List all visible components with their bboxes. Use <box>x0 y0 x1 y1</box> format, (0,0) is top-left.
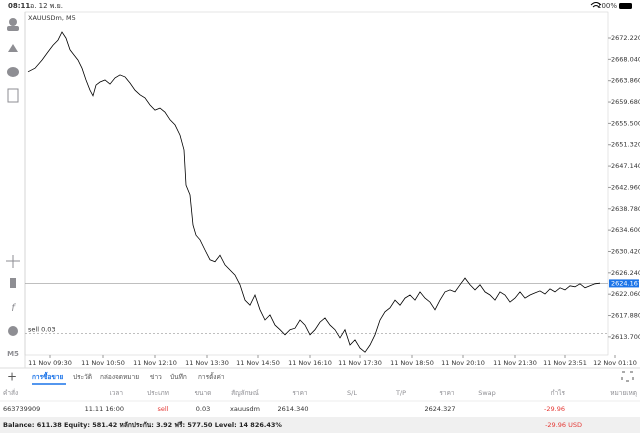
column-header: คำสั่ง <box>3 388 18 397</box>
status-battery: 100% <box>597 2 617 10</box>
status-time: 08:11 <box>8 2 30 10</box>
cell: 2624.327 <box>424 405 455 413</box>
cell: xauusdm <box>230 405 260 413</box>
x-tick-label: 11 Nov 16:10 <box>288 359 332 367</box>
y-tick-label: 2630.420 <box>611 247 640 255</box>
tab[interactable]: การตั้งค่า <box>198 372 225 381</box>
column-header: สัญลักษณ์ <box>231 389 259 397</box>
tab[interactable]: บันทึก <box>170 373 187 381</box>
x-tick-label: 12 Nov 01:10 <box>593 359 637 367</box>
column-header: เวลา <box>109 389 123 397</box>
plot: 2672.220 2668.040 2663.860 2659.680 2655.500… <box>25 31 640 367</box>
column-header: ราคา <box>439 389 454 397</box>
x-tick-label: 11 Nov 17:30 <box>338 359 382 367</box>
column-header: ขนาด <box>195 389 212 397</box>
y-tick-label: 2622.060 <box>611 290 640 298</box>
y-tick-label: 2672.220 <box>611 34 640 42</box>
y-tick-label: 2638.780 <box>611 205 640 213</box>
chart-type-icon[interactable] <box>10 278 16 288</box>
cell[interactable]: 663739909 <box>3 405 40 413</box>
timeframe-button[interactable]: M5 <box>7 350 19 358</box>
x-tick-label: 11 Nov 20:10 <box>441 359 485 367</box>
tab[interactable]: ประวัติ <box>73 373 92 381</box>
x-tick-label: 11 Nov 09:30 <box>28 359 72 367</box>
chat-icon[interactable] <box>7 67 19 77</box>
y-tick-label: 2613.700 <box>611 333 640 341</box>
x-tick-label: 11 Nov 14:50 <box>236 359 280 367</box>
status-date: อ. 12 พ.ย. <box>30 2 63 10</box>
y-tick-label: 2668.040 <box>611 55 640 63</box>
footer-bar <box>0 417 640 433</box>
cell: 11.11 16:00 <box>85 405 124 413</box>
chart-frame <box>24 11 609 356</box>
y-tick-label: 2626.240 <box>611 269 640 277</box>
cell: 2614.340 <box>277 405 308 413</box>
account-icon[interactable] <box>9 18 17 26</box>
y-tick-label: 2617.880 <box>611 312 640 320</box>
wifi-icon <box>590 2 602 8</box>
new-order-icon[interactable] <box>7 88 19 103</box>
y-tick-label: 2634.600 <box>611 226 640 234</box>
column-header: Swap <box>478 389 496 397</box>
x-tick-label: 11 Nov 23:51 <box>543 359 587 367</box>
expand-icon[interactable] <box>621 371 634 382</box>
y-tick-label: 2659.680 <box>611 98 640 106</box>
y-tick-label: 2647.140 <box>611 162 640 170</box>
account-summary: Balance: 611.38 Equity: 581.42 หลักประกั… <box>3 421 282 429</box>
tab[interactable]: กล่องจดหมาย <box>100 373 139 381</box>
account-icon-body <box>7 26 19 31</box>
x-tick-label: 11 Nov 18:50 <box>390 359 434 367</box>
column-header: กำไร <box>551 389 566 397</box>
chart-title: XAUUSDm, M5 <box>28 14 76 22</box>
trade-icon[interactable] <box>8 44 18 52</box>
cell: 0.03 <box>196 405 210 413</box>
tab[interactable]: การซื้อขาย <box>32 371 63 381</box>
price-line <box>27 31 601 353</box>
total-profit: -29.96 USD <box>545 421 582 429</box>
y-tick-label: 2651.320 <box>611 141 640 149</box>
battery-icon <box>619 3 632 9</box>
crosshair-icon[interactable] <box>6 255 20 268</box>
current-price-box <box>609 279 639 288</box>
cell: sell <box>158 405 169 413</box>
column-header: หมายเหตุ <box>610 389 637 397</box>
x-tick-label: 11 Nov 10:50 <box>81 359 125 367</box>
y-tick-label: 2642.960 <box>611 183 640 191</box>
current-price-label: 2624.167 <box>611 279 640 287</box>
y-tick-label: 2663.860 <box>611 77 640 85</box>
y-tick-label: 2655.500 <box>611 119 640 127</box>
x-tick-label: 11 Nov 13:30 <box>185 359 229 367</box>
x-tick-label: 11 Nov 12:10 <box>133 359 177 367</box>
tab[interactable]: ข่าว <box>150 373 162 381</box>
objects-icon[interactable] <box>8 326 18 336</box>
cell: -29.96 <box>544 405 565 413</box>
x-tick-label: 11 Nov 21:30 <box>493 359 537 367</box>
indicator-icon[interactable]: f <box>11 303 16 314</box>
add-button[interactable]: + <box>7 370 17 384</box>
order-line-label: sell 0.03 <box>28 326 56 334</box>
column-header: S/L <box>347 389 357 397</box>
column-header: T/P <box>395 389 406 397</box>
column-header: ประเภท <box>147 389 169 397</box>
column-header: ราคา <box>292 389 307 397</box>
